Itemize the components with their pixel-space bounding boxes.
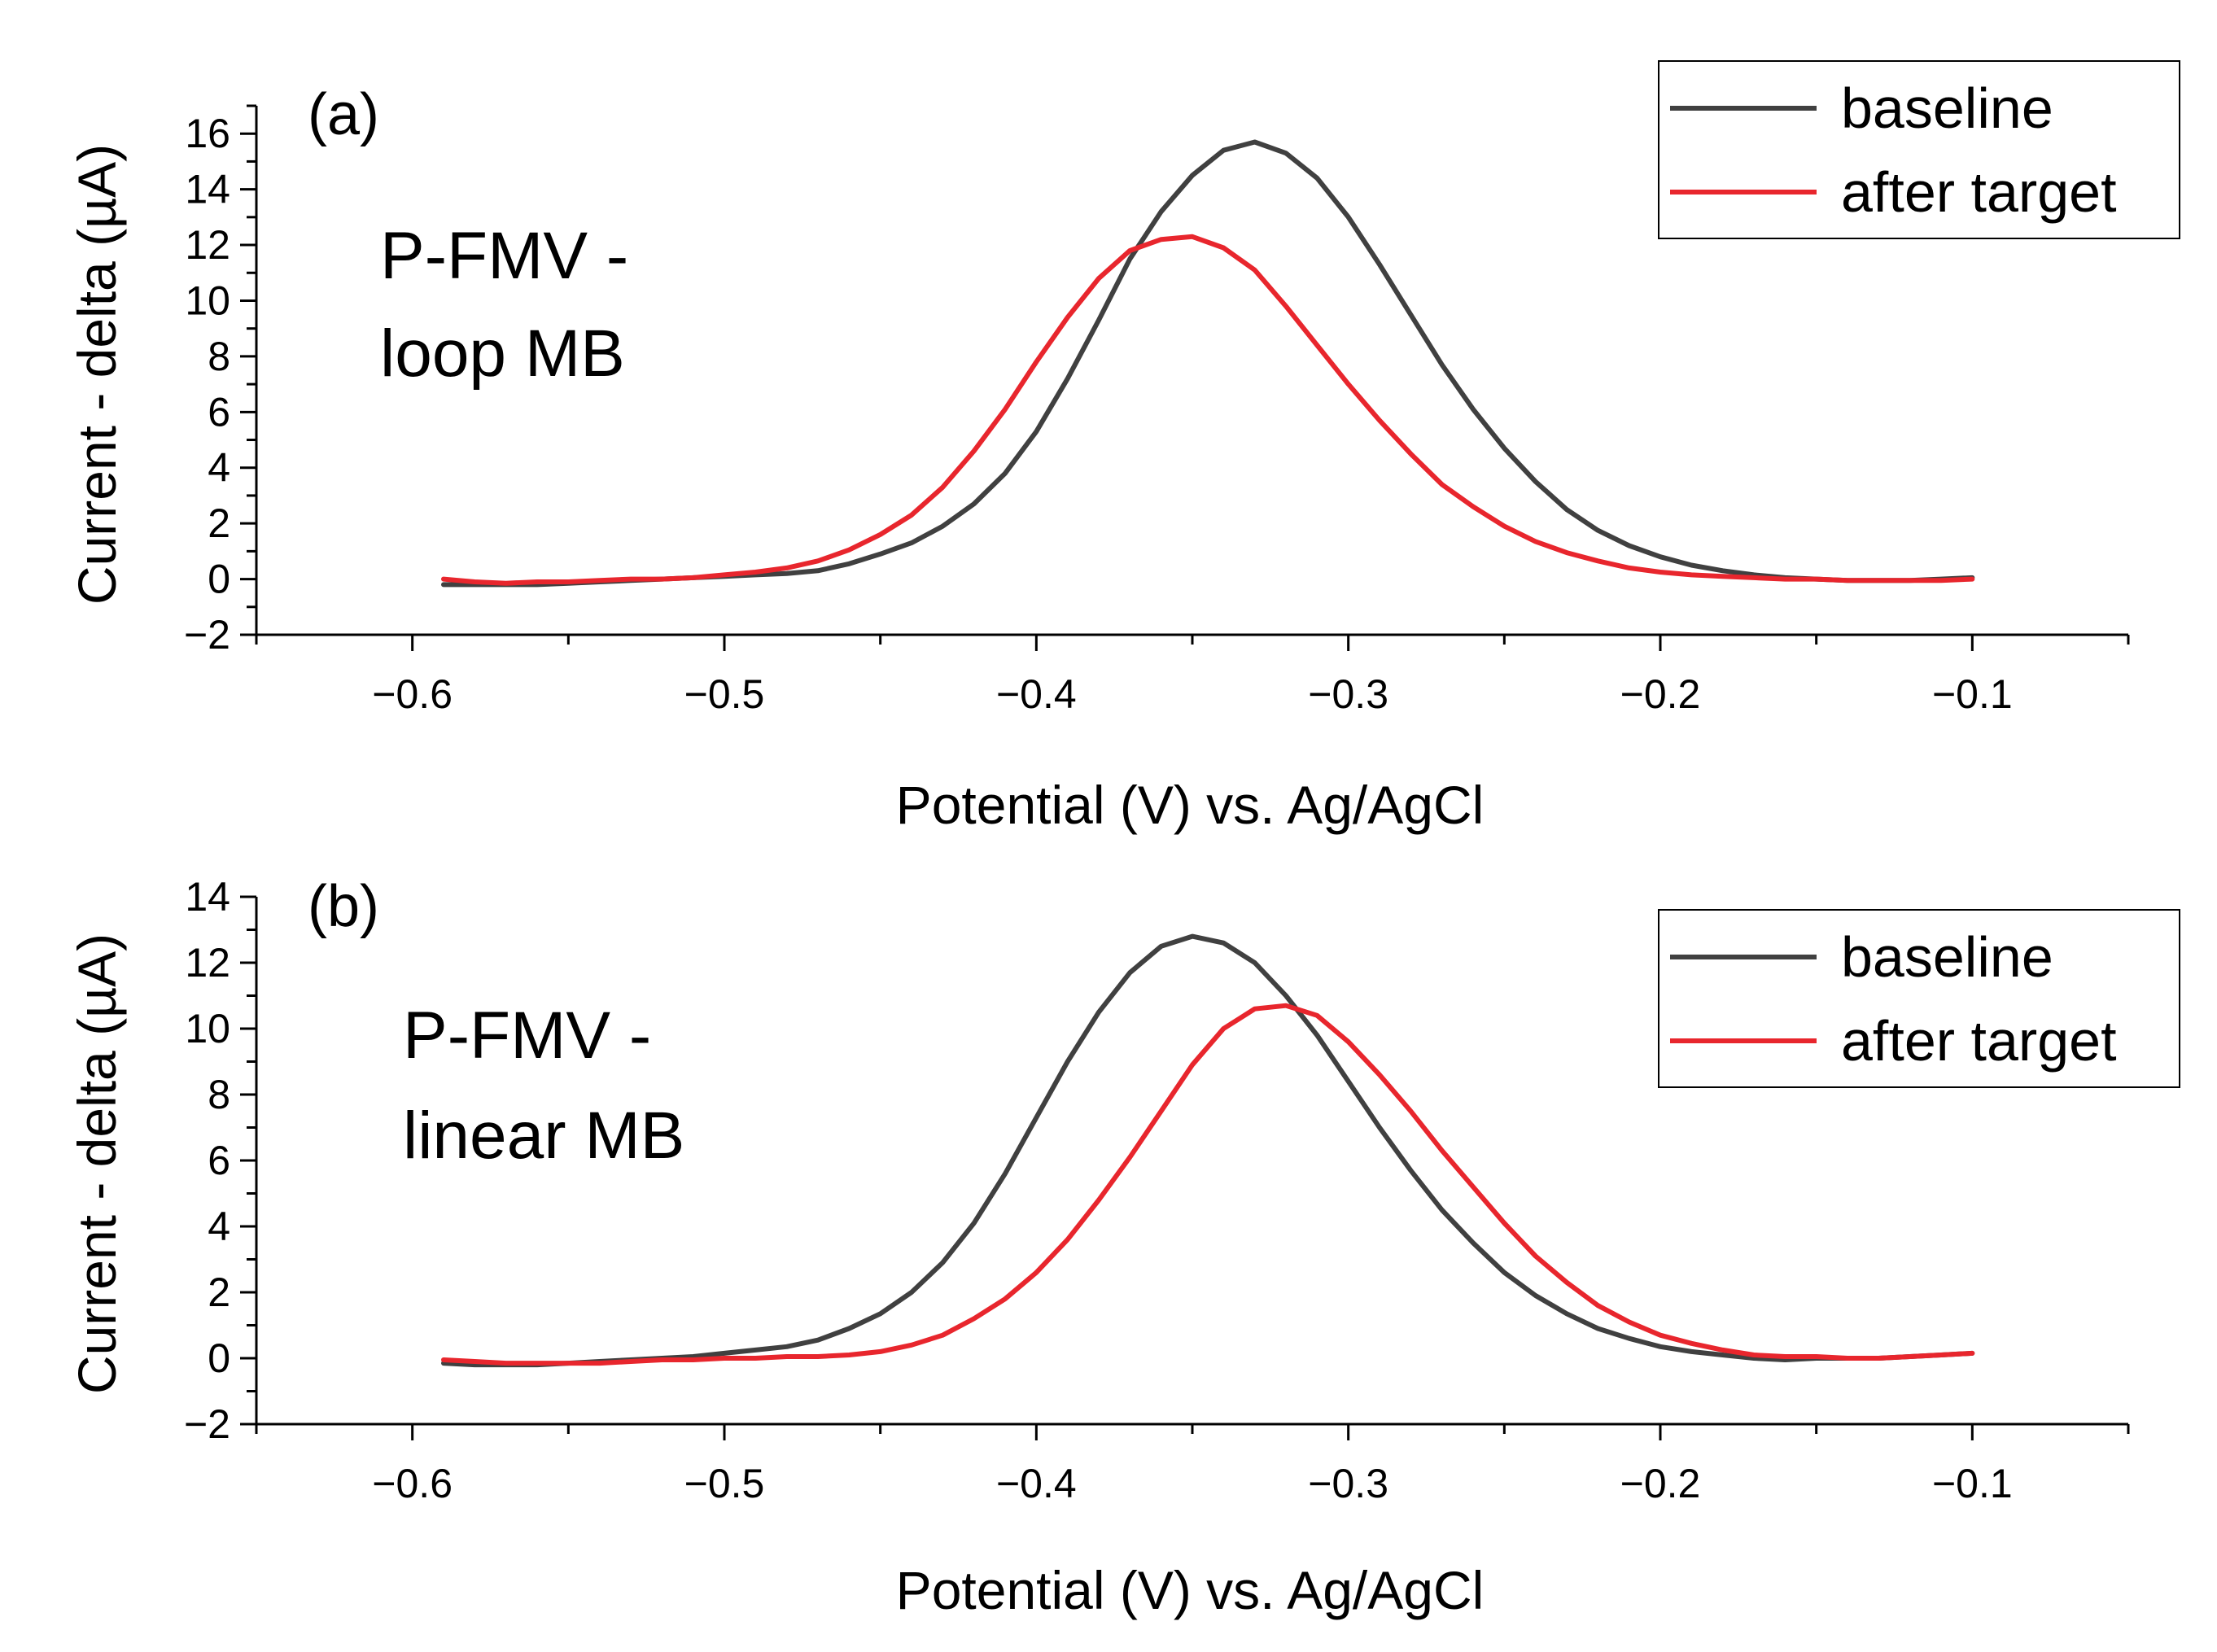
panel-b-series-after-target-line [441,1003,1975,1366]
panel-b-y-tick-label: 12 [185,940,230,986]
panel-b-y-tick-label: 8 [208,1072,230,1117]
panel-b-y-tick-label: 6 [208,1138,230,1183]
panel-b-x-tick-label: −0.3 [1308,1461,1388,1506]
panel-b-plot-area: −0.6 −0.5 −0.4 −0.3 −0.2 −0.1 −2 0 2 4 6 8 10 12 14 [184,874,2130,1506]
panel-b-annotation-line2: linear MB [403,1099,684,1173]
panel-a-y-tick-label: 2 [208,500,230,546]
panel-b-label: (b) [308,874,379,939]
panel-a-y-tick-label: 10 [185,278,230,323]
panel-a-x-tick-label: −0.4 [996,671,1077,717]
panel-a-legend-label-after-target: after target [1841,160,2117,224]
panel-b-legend-label-baseline: baseline [1841,925,2053,989]
panel-b-y-tick-label: 14 [185,874,230,920]
panel-a-y-tick-label: 4 [208,445,230,491]
panel-b-y-tick-label: 2 [208,1270,230,1315]
panel-b-y-tick-label: 4 [208,1204,230,1249]
panel-b-x-tick-label: −0.4 [996,1461,1077,1506]
panel-b-y-tick-label: −2 [184,1401,230,1447]
panel-a-annotation-line2: loop MB [380,317,625,391]
panel-a-plot-area: −0.6 −0.5 −0.4 −0.3 −0.2 −0.1 −2 0 2 4 6 8 10 12 14 16 [184,104,2130,717]
panel-a-series-after-target-line [441,234,1975,586]
panel-a-y-tick-label: 16 [185,111,230,156]
panel-b-x-tick-label: −0.5 [684,1461,765,1506]
panel-a-x-tick-label: −0.3 [1308,671,1388,717]
panel-a-annotation-line1: P-FMV - [380,219,628,293]
panel-a-legend: baseline after target [1658,60,2180,239]
panel-b-annotation-line1: P-FMV - [403,999,651,1073]
panel-a-y-tick-label: 14 [185,167,230,212]
panel-a-label: (a) [308,82,379,147]
panel-a-x-axis-title: Potential (V) vs. Ag/AgCl [896,775,1485,835]
panel-a-legend-box [1658,60,2180,239]
panel-a-y-axis-title: Current - delta (µA) [67,144,127,605]
panel-a-x-tick-label: −0.5 [684,671,765,717]
panel-b-y-tick-label: 10 [185,1006,230,1051]
panel-a-y-tick-label: −2 [184,612,230,658]
panel-b-x-tick-label: −0.1 [1932,1461,2013,1506]
panel-b: −0.6 −0.5 −0.4 −0.3 −0.2 −0.1 −2 0 2 4 6 8 10 12 14 (b… [67,874,2180,1620]
panel-a-x-tick-label: −0.1 [1932,671,2013,717]
panel-b-series-baseline-line [441,933,1975,1368]
panel-a-y-tick-label: 12 [185,222,230,268]
panel-b-legend-label-after-target: after target [1841,1009,2117,1073]
panel-b-x-tick-label: −0.2 [1620,1461,1701,1506]
panel-b-x-axis-title: Potential (V) vs. Ag/AgCl [896,1560,1485,1620]
panel-a-x-tick-label: −0.2 [1620,671,1701,717]
panel-b-y-tick-label: 0 [208,1335,230,1381]
panel-a-legend-label-baseline: baseline [1841,76,2053,140]
panel-b-legend-box [1658,909,2180,1088]
panel-b-x-tick-label: −0.6 [372,1461,453,1506]
panel-b-legend: baseline after target [1658,909,2180,1088]
panel-a-x-tick-label: −0.6 [372,671,453,717]
panel-a-y-tick-label: 6 [208,389,230,435]
panel-b-y-axis-title: Current - delta (µA) [67,933,127,1394]
panel-a-y-tick-label: 0 [208,557,230,602]
panel-a: −0.6 −0.5 −0.4 −0.3 −0.2 −0.1−20246810121416 … [67,60,2180,835]
panel-a-y-tick-label: 8 [208,334,230,379]
